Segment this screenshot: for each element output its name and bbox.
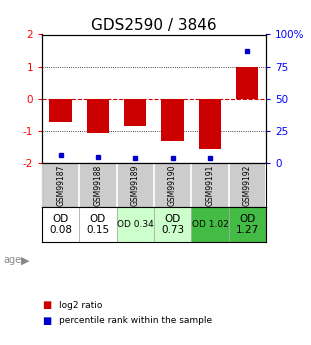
Text: log2 ratio: log2 ratio	[59, 301, 102, 310]
Bar	[87, 99, 109, 132]
Bar	[49, 99, 72, 122]
Bar	[199, 99, 221, 149]
Text: OD
0.73: OD 0.73	[161, 214, 184, 235]
Text: GSM99192: GSM99192	[243, 165, 252, 206]
Text: ▶: ▶	[21, 256, 30, 265]
Text: OD
0.08: OD 0.08	[49, 214, 72, 235]
Text: GSM99187: GSM99187	[56, 165, 65, 206]
Text: ■: ■	[42, 300, 51, 310]
Text: GSM99190: GSM99190	[168, 165, 177, 206]
Text: age: age	[3, 256, 21, 265]
Bar	[161, 99, 184, 141]
Text: OD
0.15: OD 0.15	[86, 214, 109, 235]
Bar	[191, 207, 229, 242]
Text: OD
1.27: OD 1.27	[236, 214, 259, 235]
Bar	[124, 99, 146, 126]
Bar	[117, 207, 154, 242]
Text: GSM99188: GSM99188	[94, 165, 102, 206]
Bar	[79, 207, 117, 242]
Text: GSM99189: GSM99189	[131, 165, 140, 206]
Text: ■: ■	[42, 316, 51, 326]
Bar	[236, 67, 258, 99]
Bar	[42, 207, 79, 242]
Title: GDS2590 / 3846: GDS2590 / 3846	[91, 18, 217, 33]
Text: OD 0.34: OD 0.34	[117, 220, 154, 229]
Bar	[229, 207, 266, 242]
Text: OD 1.02: OD 1.02	[192, 220, 228, 229]
Text: GSM99191: GSM99191	[206, 165, 214, 206]
Text: percentile rank within the sample: percentile rank within the sample	[59, 316, 212, 325]
Bar	[154, 207, 191, 242]
